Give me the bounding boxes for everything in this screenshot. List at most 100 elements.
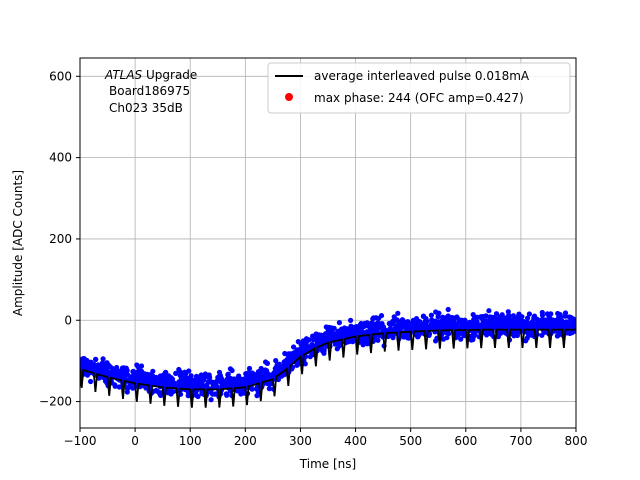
scatter-point [414,332,420,338]
scatter-point [378,313,385,319]
legend-box [267,62,571,114]
scatter-point [375,337,381,343]
scatter-point [246,365,253,372]
scatter-point [227,366,233,372]
scatter-point [199,390,205,397]
scatter-point [489,323,495,329]
scatter-point [566,319,572,325]
x-axis-label: Time [ns] [299,457,356,471]
scatter-point [454,324,460,330]
scatter-point [553,323,559,330]
scatter-point [555,310,561,317]
scatter-point [176,368,182,374]
scatter-point [194,378,201,385]
scatter-point [435,314,441,320]
scatter-point [420,313,427,319]
scatter-point [128,374,134,380]
scatter-point [430,320,436,327]
scatter-point [93,356,99,362]
scatter-point [567,330,573,336]
scatter-point [119,365,126,371]
scatter-point [100,356,106,362]
scatter-point [201,374,207,380]
scatter-point [82,360,88,367]
scatter-point [189,379,195,385]
plot-frame [79,57,577,429]
scatter-point [336,320,342,326]
scatter-point [390,318,396,324]
scatter-point [546,324,552,330]
y-axis-ticks: −200 0 200 400 600 [39,69,80,409]
scatter-point [526,311,533,317]
y-tick-label: 200 [49,232,72,246]
svg-text:ATLAS Upgrade: ATLAS Upgrade [104,68,197,82]
scatter-point [562,310,569,316]
y-tick-label: 400 [49,151,72,165]
scatter-point [250,376,256,382]
scatter-point [124,386,131,392]
y-tick-label: −200 [39,395,72,409]
scatter-point [371,327,377,333]
scatter-point [302,361,308,367]
scatter-point [531,313,538,319]
scatter-point [360,336,366,342]
scatter-point [371,315,377,321]
scatter-point [135,364,141,370]
scatter-point [94,364,100,370]
scatter-point [273,366,279,373]
scatter-point [391,314,397,320]
scatter-point [445,306,451,313]
scatter-point [570,320,576,326]
scatter-point [539,312,546,318]
scatter-point [161,377,167,383]
scatter-point [264,370,271,377]
scatter-point [88,378,94,385]
scatter-series [80,306,576,403]
scatter-point [352,329,358,335]
scatter-point [208,397,214,403]
scatter-point [213,381,219,387]
channel-label: Ch023 35dB [109,101,183,115]
scatter-point [295,339,301,345]
scatter-point [502,323,508,329]
scatter-point [348,317,354,323]
legend: average interleaved pulse 0.018mA max ph… [267,62,571,114]
scatter-point [524,335,530,341]
scatter-point [470,336,476,343]
scatter-point [195,374,201,380]
scatter-point [512,316,518,322]
scatter-point [254,393,260,399]
legend-entry-average: average interleaved pulse 0.018mA [314,69,530,83]
scatter-point [445,313,451,319]
scatter-point [177,372,183,378]
scatter-point [158,392,164,398]
scatter-point [471,317,477,323]
scatter-point [557,315,563,321]
scatter-point [361,330,367,336]
x-tick-label: 800 [565,434,588,448]
scatter-point [450,320,456,326]
scatter-point [114,370,120,376]
atlas-label: ATLAS [104,68,143,82]
scatter-point [322,334,328,340]
scatter-point [193,392,200,398]
scatter-point [424,323,430,329]
average-pulse-line [80,328,576,408]
scatter-point [471,332,477,338]
x-tick-label: 600 [454,434,477,448]
scatter-point [284,362,290,368]
scatter-point [158,373,164,379]
scatter-point [487,318,493,324]
scatter-point [379,323,385,330]
scatter-point [124,367,130,374]
scatter-point [428,312,434,318]
scatter-point [395,310,401,316]
scatter-point [208,379,214,385]
scatter-point [411,318,417,324]
scatter-point [285,352,291,358]
scatter-point [220,380,226,386]
scatter-point [547,315,553,322]
scatter-point [89,363,95,369]
scatter-point [433,309,439,315]
